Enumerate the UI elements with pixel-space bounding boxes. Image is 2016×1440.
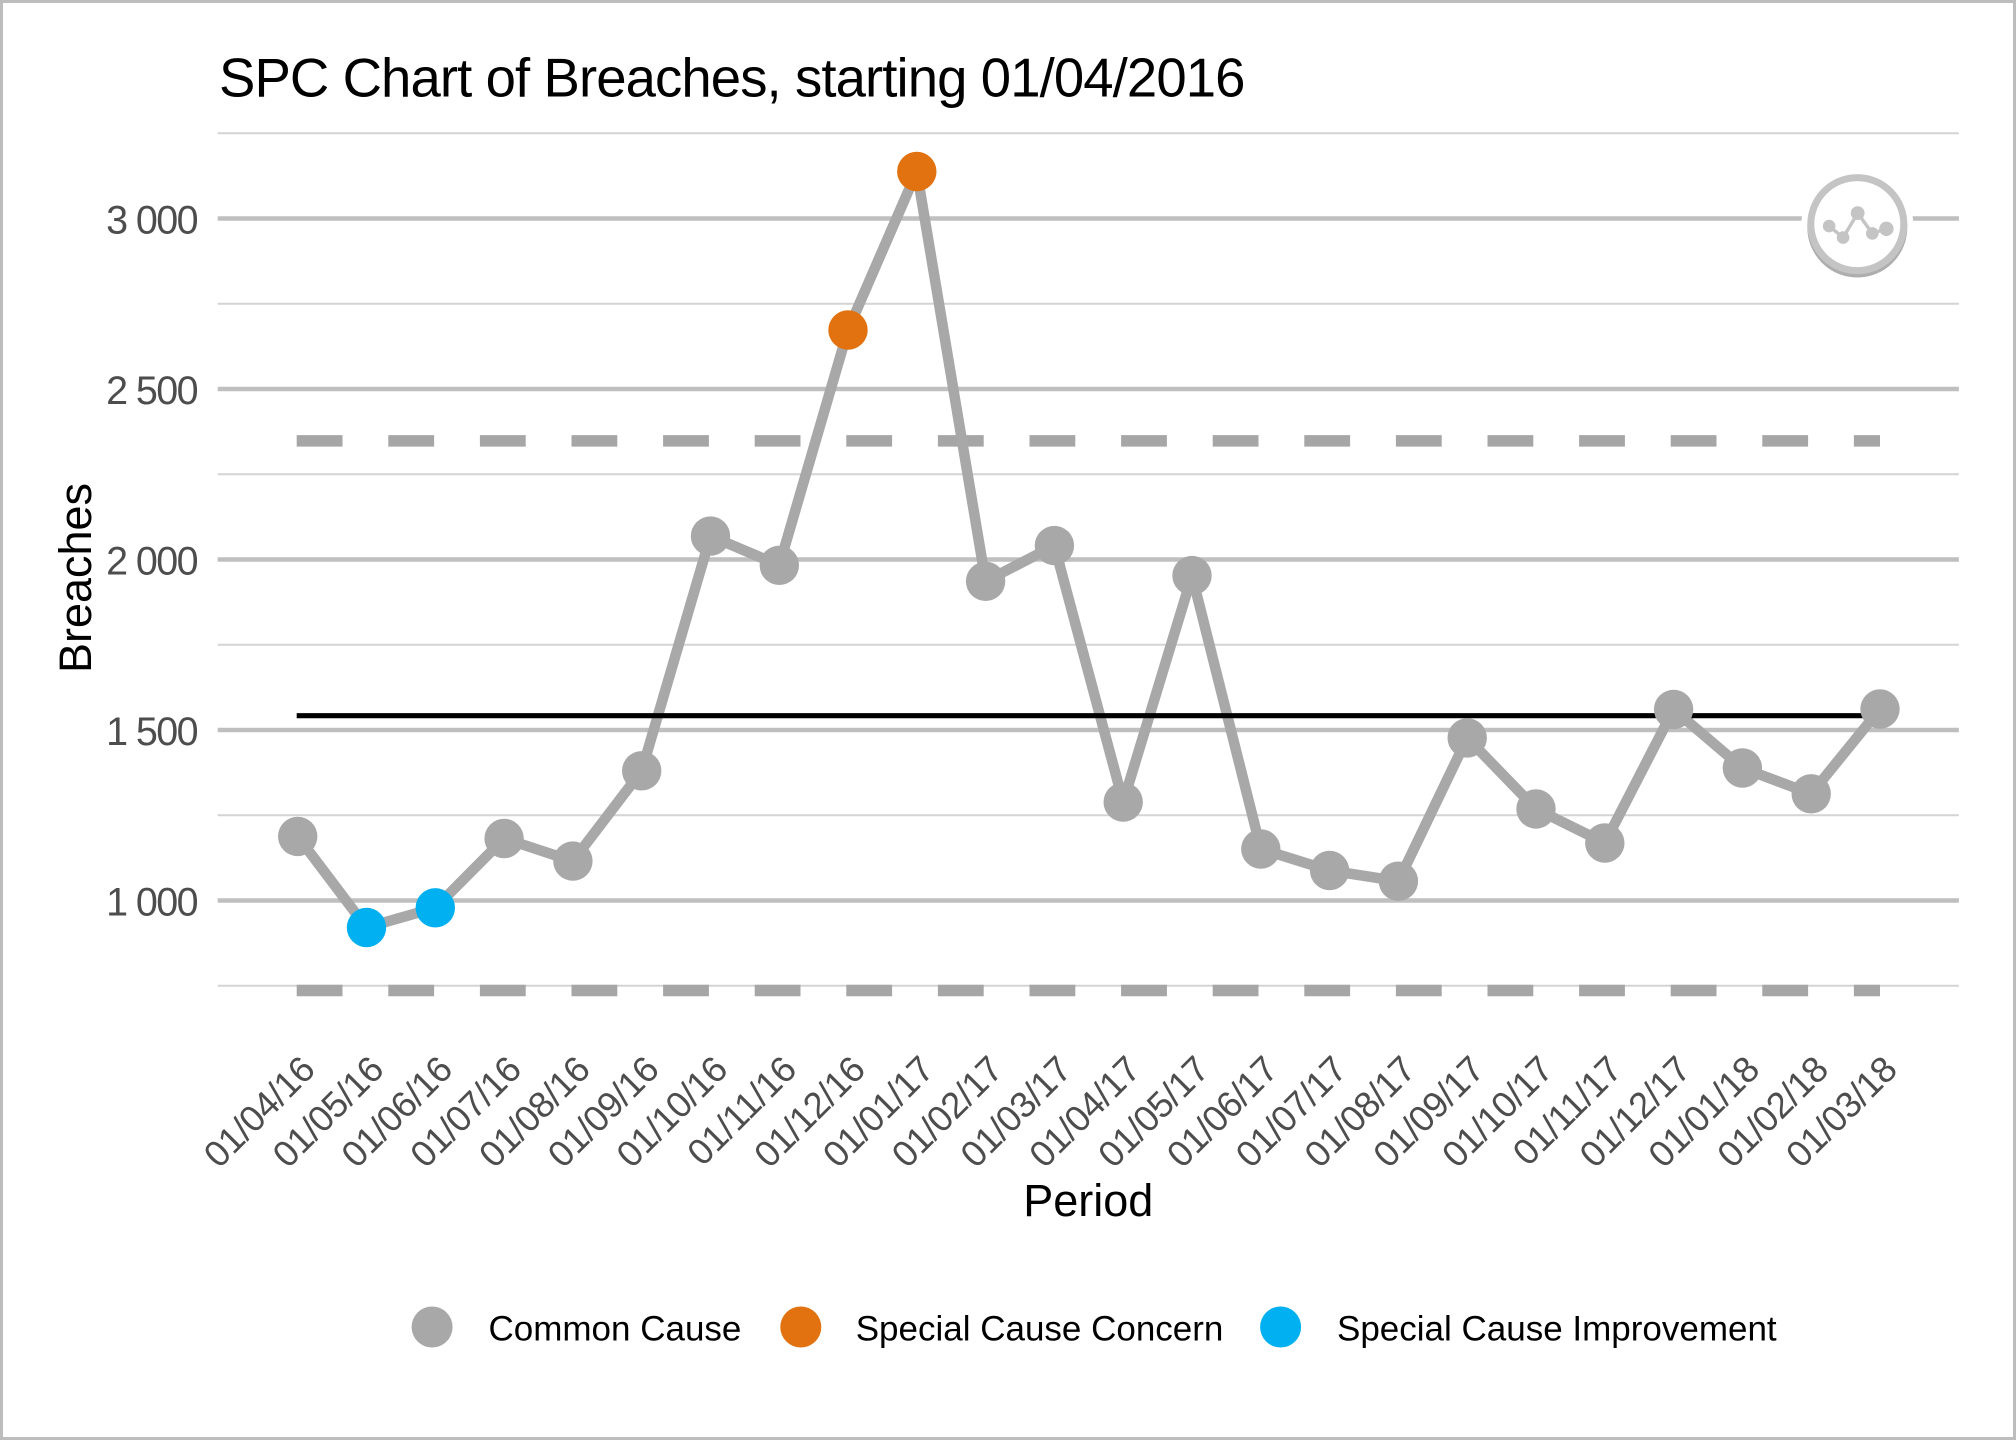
svg-text:Common Cause: Common Cause — [489, 1310, 742, 1349]
svg-text:SPC Chart of Breaches, startin: SPC Chart of Breaches, starting 01/04/20… — [219, 48, 1245, 109]
svg-text:Breaches: Breaches — [50, 483, 101, 673]
svg-text:Period: Period — [1023, 1175, 1153, 1226]
svg-text:1 500: 1 500 — [106, 710, 197, 754]
svg-text:Special Cause Improvement: Special Cause Improvement — [1337, 1310, 1777, 1349]
svg-text:2 500: 2 500 — [106, 369, 197, 413]
svg-text:1 000: 1 000 — [106, 881, 197, 925]
svg-text:2 000: 2 000 — [106, 540, 197, 584]
svg-text:3 000: 3 000 — [106, 199, 197, 243]
svg-text:Special Cause Concern: Special Cause Concern — [856, 1310, 1224, 1349]
